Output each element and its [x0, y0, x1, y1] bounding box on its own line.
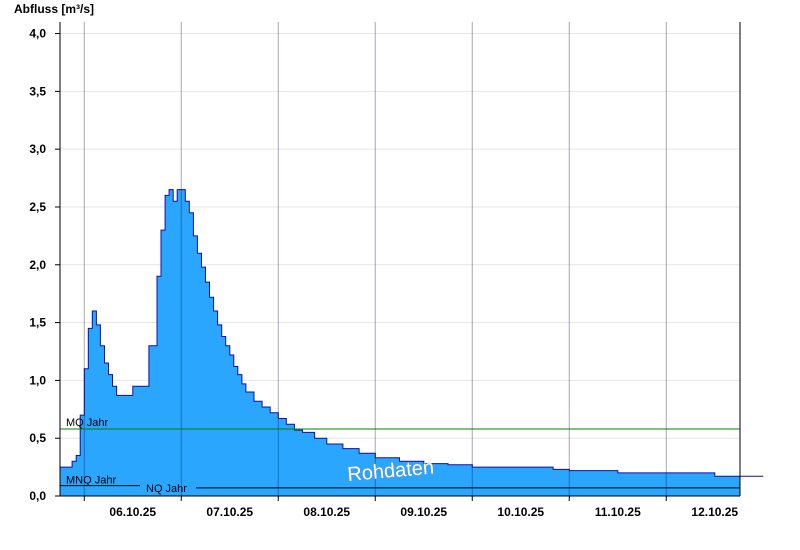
y-tick-label: 2,5 — [29, 200, 46, 214]
y-tick-labels: 0,0 0,5 1,0 1,5 2,0 2,5 3,0 3,5 4,0 — [29, 27, 46, 503]
discharge-line — [60, 189, 764, 477]
y-tick-label: 1,5 — [29, 316, 46, 330]
day-separators — [83, 22, 667, 496]
x-tick-label: 08.10.25 — [303, 505, 350, 519]
y-tick-label: 2,0 — [29, 258, 46, 272]
y-tick-label: 3,0 — [29, 142, 46, 156]
data-area — [60, 189, 764, 496]
discharge-area — [60, 189, 764, 496]
y-tick-label: 1,0 — [29, 373, 46, 387]
reference-lines: MQ Jahr MNQ Jahr NQ Jahr — [60, 417, 740, 495]
x-tick-label: 07.10.25 — [206, 505, 253, 519]
ref-label-nq: NQ Jahr — [146, 483, 187, 495]
y-tick-label: 0,5 — [29, 431, 46, 445]
x-tick-label: 11.10.25 — [595, 505, 641, 519]
y-tick-label: 3,5 — [29, 84, 46, 98]
x-tick-label: 06.10.25 — [109, 505, 156, 519]
x-tick-label: 09.10.25 — [400, 505, 447, 519]
x-tick-label: 12.10.25 — [691, 505, 738, 519]
ref-label-mq: MQ Jahr — [66, 417, 109, 429]
x-tick-labels: 06.10.25 07.10.25 08.10.25 09.10.25 10.10.25… — [109, 505, 738, 519]
ref-label-mnq: MNQ Jahr — [66, 475, 116, 487]
x-tick-label: 10.10.25 — [497, 505, 544, 519]
y-axis-title: Abfluss [m³/s] — [14, 2, 94, 16]
axes — [55, 22, 741, 501]
y-tick-label: 4,0 — [29, 27, 46, 41]
y-tick-label: 0,0 — [29, 489, 46, 503]
